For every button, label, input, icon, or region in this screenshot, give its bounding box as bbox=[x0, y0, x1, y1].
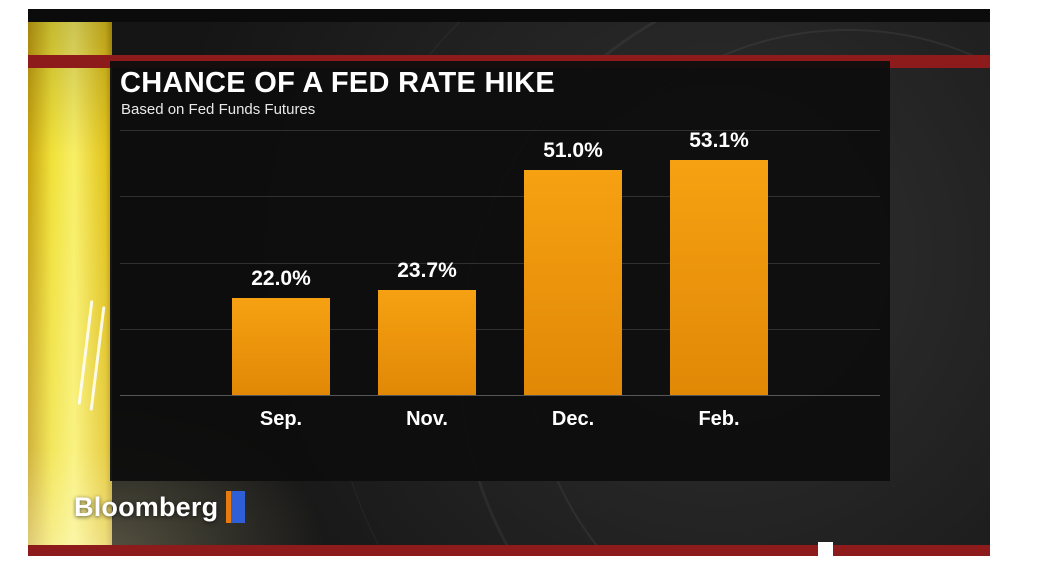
bar bbox=[232, 297, 330, 395]
bar-value-label: 53.1% bbox=[689, 129, 749, 153]
x-axis-label: Feb. bbox=[698, 408, 740, 430]
chart-subtitle: Based on Fed Funds Futures bbox=[121, 101, 316, 118]
top-letterbox-bar bbox=[28, 9, 990, 22]
grid-line bbox=[120, 196, 880, 198]
bar bbox=[378, 290, 476, 395]
bar bbox=[670, 160, 768, 395]
grid-line bbox=[120, 328, 880, 330]
x-axis-label: Sep. bbox=[259, 408, 303, 430]
yellow-highlight-mark bbox=[89, 306, 106, 411]
bar-column: 51.0% bbox=[500, 130, 646, 395]
x-axis-label: Nov. bbox=[406, 408, 448, 430]
x-axis-labels: Sep. Nov. Dec. Feb. bbox=[120, 408, 880, 431]
bloomberg-wordmark: Bloomberg bbox=[74, 491, 219, 522]
video-frame: CHANCE OF A FED RATE HIKE Based on Fed F… bbox=[28, 9, 990, 556]
bar bbox=[524, 169, 622, 395]
bar-column: 22.0% bbox=[208, 130, 354, 395]
grid-line bbox=[120, 395, 880, 396]
video-playhead[interactable] bbox=[818, 542, 834, 556]
bar-columns: 22.0% 23.7% 51.0% 53.1% bbox=[120, 129, 880, 395]
yellow-highlight-mark bbox=[77, 300, 94, 405]
grid-line bbox=[120, 130, 880, 131]
grid-line bbox=[120, 262, 880, 264]
bloomberg-logo: Bloomberg bbox=[74, 491, 246, 523]
chart-panel: CHANCE OF A FED RATE HIKE Based on Fed F… bbox=[110, 61, 890, 481]
yellow-object bbox=[28, 22, 112, 556]
bar-value-label: 22.0% bbox=[251, 266, 311, 290]
logo-orange-bar bbox=[226, 491, 232, 523]
x-axis-label: Dec. bbox=[551, 408, 595, 430]
bar-column: 53.1% bbox=[646, 129, 792, 395]
bar-value-label: 51.0% bbox=[543, 138, 603, 162]
chart-title: CHANCE OF A FED RATE HIKE bbox=[120, 67, 555, 99]
bar-value-label: 23.7% bbox=[397, 259, 457, 283]
bar-column: 23.7% bbox=[354, 130, 500, 395]
video-progress-bar[interactable] bbox=[28, 545, 990, 556]
plot-area: 22.0% 23.7% 51.0% 53.1% bbox=[120, 129, 880, 396]
logo-blue-bar bbox=[231, 491, 246, 523]
